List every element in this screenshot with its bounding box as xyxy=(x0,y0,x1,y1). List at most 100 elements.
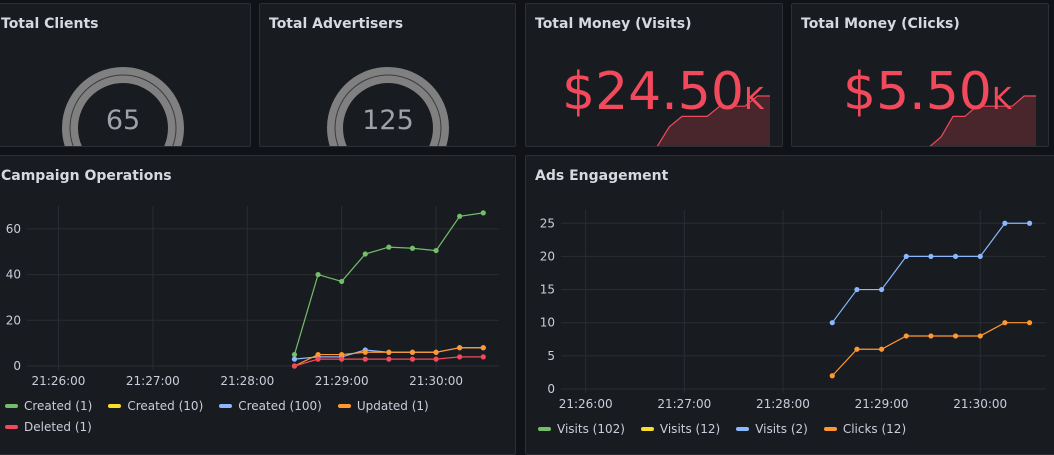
legend-item[interactable]: Updated (1) xyxy=(337,399,429,413)
stat-value: $5.50K xyxy=(843,62,1012,122)
legend-label: Visits (12) xyxy=(659,422,721,436)
legend-swatch xyxy=(736,427,750,431)
data-point xyxy=(291,356,298,362)
panel-title: Total Money (Clicks) xyxy=(801,16,960,32)
sparkline-line xyxy=(656,95,770,146)
legend-label: Updated (1) xyxy=(356,399,429,413)
chart-legend: Created (1) Created (10) Created (100) Upda… xyxy=(5,399,429,441)
legend-item[interactable]: Visits (12) xyxy=(640,422,721,436)
legend-swatch xyxy=(337,404,351,408)
sparkline-area xyxy=(930,96,1036,146)
stat-unit: K xyxy=(743,82,764,117)
panel-total-clients[interactable]: Total Clients 65 xyxy=(0,3,251,147)
data-point xyxy=(878,286,885,293)
panel-title: Total Advertisers xyxy=(269,16,404,32)
data-point xyxy=(829,373,835,379)
stat-value: $24.50K xyxy=(562,62,764,122)
data-point xyxy=(952,333,959,339)
panel-money-visits[interactable]: Total Money (Visits) $24.50K xyxy=(525,3,783,147)
data-point xyxy=(339,278,345,285)
data-point xyxy=(903,333,909,339)
legend-item[interactable]: Clicks (12) xyxy=(823,422,906,436)
legend-swatch xyxy=(219,404,233,408)
legend-row: Visits (102) Visits (12) Visits (2) Clicks … xyxy=(538,422,906,436)
data-point xyxy=(386,356,392,362)
ads-chart[interactable]: 0 5 10 15 20 25 21:26:00 21:27:00 21:28:00 21:29:… xyxy=(526,156,1054,416)
data-point xyxy=(854,346,860,352)
legend-item[interactable]: Deleted (1) xyxy=(5,420,92,434)
legend-item[interactable]: Created (1) xyxy=(5,399,92,413)
legend-item[interactable]: Created (10) xyxy=(108,399,203,413)
data-point xyxy=(339,356,345,362)
series-line xyxy=(293,212,484,355)
legend-item[interactable]: Created (100) xyxy=(219,399,322,413)
data-point xyxy=(480,345,486,351)
legend-swatch xyxy=(538,427,551,431)
data-point xyxy=(1026,320,1033,326)
data-point xyxy=(315,271,321,278)
sparkline xyxy=(656,95,770,146)
chart-legend: Visits (102) Visits (12) Visits (2) Clicks … xyxy=(538,422,906,443)
y-tick-label: 15 xyxy=(540,283,555,297)
stat-number: $24.50 xyxy=(562,62,744,122)
data-point xyxy=(829,320,835,326)
legend-swatch xyxy=(823,427,837,431)
y-tick-label: 5 xyxy=(547,349,555,363)
panel-campaign-operations[interactable]: Campaign Operations 0 20 40 60 21:26:00 21:27… xyxy=(0,155,516,455)
data-point xyxy=(291,351,298,358)
data-point xyxy=(457,213,463,219)
stat-number: $5.50 xyxy=(843,62,992,122)
panel-ads-engagement[interactable]: Ads Engagement 0 5 10 15 20 25 21:26:00 21:27:0… xyxy=(525,155,1054,455)
x-tick-label: 21:30:00 xyxy=(953,397,1007,411)
legend-label: Visits (102) xyxy=(557,422,625,436)
data-point xyxy=(291,363,298,369)
data-point xyxy=(457,345,463,351)
series-line xyxy=(831,222,1030,324)
legend-row: Deleted (1) xyxy=(5,420,429,434)
legend-label: Deleted (1) xyxy=(24,420,92,434)
data-point xyxy=(339,351,345,358)
sparkline xyxy=(929,95,1036,146)
gauge xyxy=(327,67,449,146)
y-tick-label: 25 xyxy=(540,216,555,230)
x-tick-label: 21:28:00 xyxy=(756,397,810,411)
data-point xyxy=(433,247,439,254)
panel-total-advertisers[interactable]: Total Advertisers 125 xyxy=(259,3,516,147)
legend-label: Created (100) xyxy=(238,399,322,413)
data-point xyxy=(362,349,368,355)
panel-title: Total Money (Visits) xyxy=(535,16,692,32)
x-tick-label: 21:29:00 xyxy=(315,374,369,388)
data-point xyxy=(1002,220,1008,226)
y-tick-label: 0 xyxy=(13,359,21,373)
gauge-outline xyxy=(334,74,442,146)
campaign-chart[interactable]: 0 20 40 60 21:26:00 21:27:00 21:28:00 21:29:00 2… xyxy=(0,156,516,401)
data-point xyxy=(1026,220,1033,226)
gauge xyxy=(62,67,184,146)
y-tick-label: 0 xyxy=(547,382,555,396)
panel-title: Campaign Operations xyxy=(1,168,172,184)
y-tick-label: 20 xyxy=(6,313,21,327)
data-point xyxy=(903,253,909,260)
legend-item[interactable]: Visits (2) xyxy=(736,422,808,436)
legend-row: Created (1) Created (10) Created (100) Upda… xyxy=(5,399,429,413)
series-line xyxy=(831,322,1030,377)
y-tick-label: 60 xyxy=(6,222,21,236)
data-point xyxy=(480,354,486,360)
data-point xyxy=(928,333,934,339)
data-point xyxy=(362,356,368,362)
legend-label: Created (1) xyxy=(24,399,93,413)
x-tick-label: 21:28:00 xyxy=(220,374,274,388)
data-point xyxy=(928,253,934,260)
legend-item[interactable]: Visits (102) xyxy=(538,422,625,436)
panel-title: Ads Engagement xyxy=(535,168,669,184)
legend-swatch xyxy=(5,404,18,408)
x-tick-label: 21:27:00 xyxy=(657,397,711,411)
data-point xyxy=(433,349,439,355)
stat-unit: K xyxy=(991,82,1012,117)
data-point xyxy=(878,346,885,352)
panel-money-clicks[interactable]: Total Money (Clicks) $5.50K xyxy=(791,3,1049,147)
sparkline-line xyxy=(929,95,1036,146)
gauge-value: 125 xyxy=(362,105,414,136)
y-tick-label: 20 xyxy=(540,249,555,263)
data-point xyxy=(1002,320,1008,326)
